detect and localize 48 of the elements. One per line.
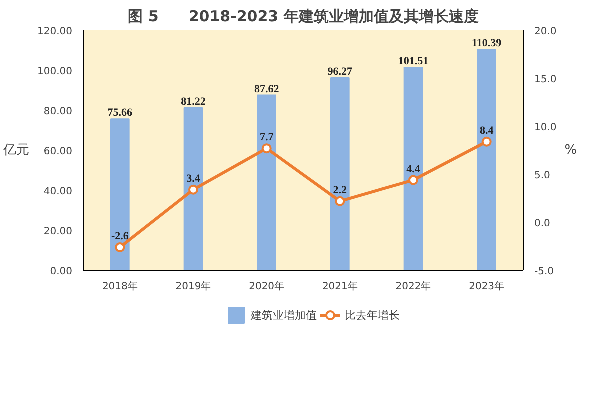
chart-title: 图 5 2018-2023 年建筑业增加值及其增长速度 — [128, 8, 479, 26]
data-label: 81.22 — [181, 96, 206, 108]
data-label: 2.2 — [333, 184, 348, 196]
point — [115, 242, 126, 252]
y-tick-label: 0.00 — [50, 266, 72, 278]
data-label: 3.4 — [186, 172, 201, 185]
y-tick-label: 20.00 — [44, 226, 73, 238]
y2-tick-label: 10.0 — [534, 122, 557, 134]
y-tick-label: 120.00 — [38, 26, 73, 38]
y-tick-label: 80.00 — [44, 106, 73, 118]
point — [482, 136, 492, 147]
bar — [110, 118, 130, 270]
data-label: 4.4 — [406, 163, 421, 176]
bar — [404, 66, 424, 270]
y2-axis-title: % — [564, 143, 578, 158]
legend-label: 建筑业增加值 — [251, 308, 317, 322]
bar — [184, 108, 204, 270]
data-label: 7.7 — [260, 132, 274, 144]
point — [408, 175, 418, 186]
x-tick-label: 2022年 — [396, 280, 432, 292]
data-label: 101.51 — [398, 55, 429, 68]
y-axis-title: 亿元 — [2, 143, 30, 158]
y-tick-label: 40.00 — [44, 186, 73, 198]
y2-tick-label: 15.0 — [534, 74, 557, 86]
x-tick-label: 2019年 — [176, 280, 212, 292]
data-label: 75.66 — [108, 107, 134, 120]
y2-tick-label: 20.0 — [534, 26, 557, 38]
point — [188, 184, 198, 195]
point — [335, 196, 346, 206]
y-tick-label: 100.00 — [38, 66, 73, 78]
data-label: 8.4 — [480, 124, 494, 137]
bar — [330, 77, 350, 270]
data-label: 96.27 — [328, 66, 354, 78]
x-tick-label: 2021年 — [322, 280, 358, 292]
point — [262, 144, 272, 154]
y2-tick-label: -5.0 — [534, 266, 554, 278]
bar — [257, 94, 276, 270]
bar — [477, 49, 496, 270]
y2-tick-label: 5.0 — [534, 170, 550, 182]
x-tick-label: 2018年 — [102, 280, 138, 292]
legend-label: 比去年增长 — [345, 308, 400, 322]
data-label: -2.6 — [111, 230, 130, 242]
data-label: 110.39 — [472, 38, 502, 50]
x-tick-label: 2023年 — [469, 280, 505, 292]
y-tick-label: 60.00 — [44, 146, 73, 158]
data-label: 87.62 — [254, 83, 280, 96]
y2-tick-label: 0.0 — [534, 218, 550, 230]
x-tick-label: 2020年 — [249, 280, 285, 292]
